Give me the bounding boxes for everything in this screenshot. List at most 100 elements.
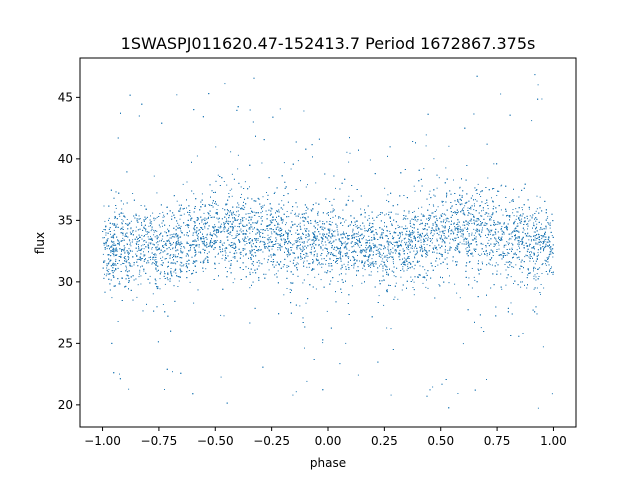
data-point [110, 251, 112, 253]
data-point [155, 283, 157, 285]
data-point [292, 224, 294, 226]
data-point [186, 263, 188, 265]
data-point [454, 227, 456, 229]
data-point [471, 287, 473, 289]
data-point [526, 218, 528, 220]
data-point [403, 261, 405, 263]
data-point [234, 225, 236, 227]
data-point [436, 220, 438, 222]
data-point [180, 249, 182, 251]
data-point [475, 241, 477, 243]
data-point [206, 242, 208, 244]
data-point [190, 244, 192, 246]
data-point [370, 266, 371, 268]
data-point [368, 265, 370, 267]
data-point [270, 256, 272, 258]
data-point [533, 270, 534, 272]
data-point [447, 218, 449, 220]
data-point [237, 168, 239, 170]
data-point [419, 234, 421, 236]
data-point [340, 222, 342, 224]
data-point [448, 145, 450, 147]
data-point [353, 265, 355, 267]
data-point [307, 255, 309, 257]
data-point [388, 211, 390, 213]
data-point [228, 215, 230, 217]
data-point [334, 209, 335, 211]
data-point [540, 247, 542, 248]
data-point [130, 228, 132, 230]
data-point [249, 271, 251, 273]
data-point [445, 167, 447, 169]
data-point [305, 302, 307, 304]
data-point [477, 229, 478, 230]
data-point [461, 209, 463, 211]
data-point [390, 251, 392, 253]
data-point [284, 244, 285, 246]
data-point [121, 222, 123, 224]
data-point [268, 249, 270, 251]
data-point [329, 240, 331, 242]
data-point [303, 110, 305, 112]
data-point [478, 230, 480, 232]
data-point [458, 211, 459, 213]
data-point [481, 261, 483, 263]
data-point [548, 240, 550, 242]
data-point [116, 254, 118, 256]
data-point [289, 260, 291, 262]
data-point [468, 212, 470, 214]
data-point [152, 293, 154, 295]
data-point [162, 304, 164, 305]
data-point [263, 258, 265, 260]
data-point [477, 268, 479, 270]
data-point [115, 264, 117, 266]
data-point [299, 305, 301, 307]
data-point [177, 249, 179, 251]
data-point [212, 244, 213, 246]
data-point [485, 246, 487, 248]
data-point [262, 206, 264, 208]
data-point [179, 227, 181, 228]
data-point [179, 214, 181, 216]
data-point [108, 258, 110, 260]
data-point [159, 253, 161, 255]
data-point [404, 250, 405, 252]
data-point [267, 243, 269, 245]
data-point [154, 263, 155, 265]
data-point [385, 256, 387, 258]
data-point [435, 226, 437, 228]
data-point [233, 214, 235, 215]
data-point [348, 195, 350, 197]
data-point [225, 267, 227, 268]
data-point [473, 209, 475, 211]
data-point [480, 215, 482, 217]
data-point [177, 286, 179, 287]
data-point [457, 393, 459, 394]
data-point [145, 218, 146, 220]
data-point [126, 219, 128, 220]
data-point [108, 217, 110, 219]
data-point [517, 225, 519, 227]
data-point [353, 249, 355, 251]
data-point [114, 211, 116, 213]
data-point [534, 267, 536, 269]
data-point [185, 225, 187, 226]
data-point [156, 216, 158, 218]
data-point [235, 234, 237, 236]
data-point [302, 216, 304, 218]
data-point [205, 237, 207, 238]
data-point [351, 285, 353, 287]
data-point [355, 242, 357, 244]
data-point [319, 264, 321, 266]
data-point [112, 253, 114, 255]
data-point [135, 226, 137, 228]
data-point [202, 218, 204, 220]
data-point [470, 220, 472, 222]
data-point [448, 231, 449, 233]
data-point [220, 240, 222, 241]
data-point [543, 287, 545, 289]
data-point [244, 244, 246, 246]
data-point [257, 250, 259, 252]
data-point [361, 228, 363, 230]
data-point [143, 226, 145, 228]
